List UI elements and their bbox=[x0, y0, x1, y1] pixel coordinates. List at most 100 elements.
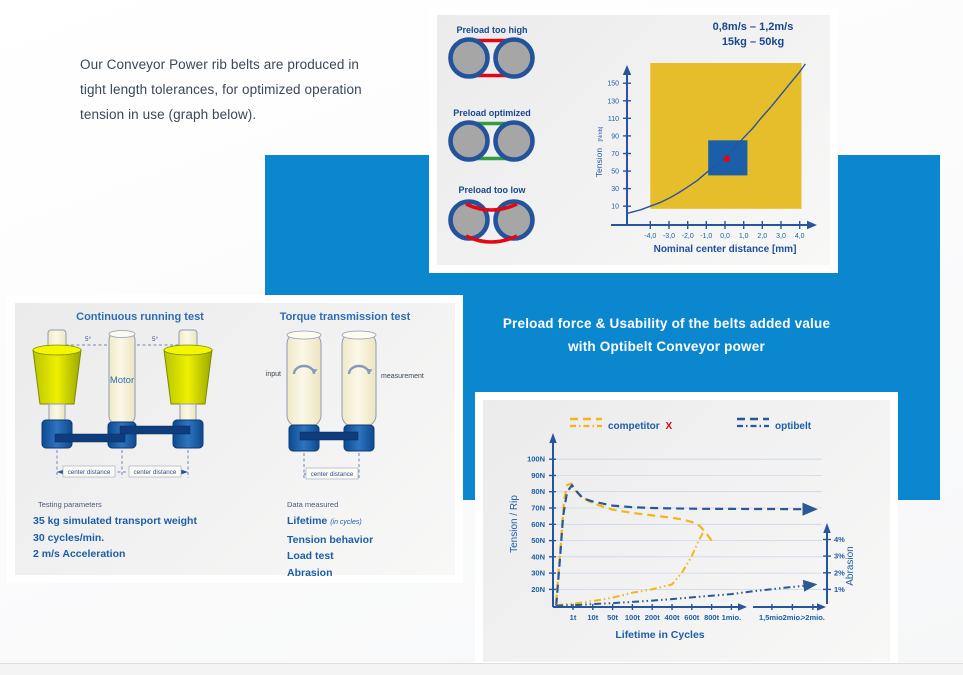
continuous-test-diagram: 5° 5° Motor bbox=[32, 329, 213, 478]
measurement-cylinder bbox=[341, 331, 377, 428]
svg-text:50t: 50t bbox=[607, 613, 618, 622]
svg-text:400t: 400t bbox=[664, 613, 680, 622]
right-tick-marks bbox=[823, 538, 831, 591]
banner-headline: Preload force & Usability of the belts a… bbox=[483, 312, 850, 358]
optibelt-abrasion-curve bbox=[556, 579, 818, 607]
competitor-abrasion-curve bbox=[556, 530, 705, 607]
angle-label-left: 5° bbox=[85, 335, 92, 343]
y-tick-marks bbox=[623, 82, 631, 207]
shaft-lower bbox=[48, 403, 66, 421]
svg-text:2,0: 2,0 bbox=[757, 233, 767, 240]
load-range-label: 15kg – 50kg bbox=[722, 36, 784, 48]
svg-text:30: 30 bbox=[611, 186, 619, 193]
belt-bottom-sagging bbox=[465, 234, 518, 244]
y-axis-title: Tension [N/rib] bbox=[589, 126, 606, 177]
test-panel: Continuous running test Torque transmiss… bbox=[15, 303, 455, 579]
svg-text:1mio.: 1mio. bbox=[722, 613, 742, 622]
test-diagrams-svg: Continuous running test Torque transmiss… bbox=[32, 311, 424, 480]
lifetime-line: Lifetime (in cycles) bbox=[287, 515, 362, 527]
svg-text:30N: 30N bbox=[531, 569, 545, 578]
svg-text:1t: 1t bbox=[570, 613, 577, 622]
svg-text:80N: 80N bbox=[531, 487, 545, 496]
y-tick-labels: 150 130 110 90 70 50 30 10 bbox=[607, 81, 619, 211]
torque-test-title: Torque transmission test bbox=[280, 311, 411, 323]
x-axis-title: Nominal center distance [mm] bbox=[654, 244, 797, 255]
arrow-icon bbox=[181, 469, 188, 475]
torque-test-diagram: input measurement center distance bbox=[266, 330, 424, 480]
weight-cone bbox=[32, 349, 82, 405]
lifetime-panel: competitor X optibelt bbox=[483, 400, 890, 662]
svg-text:10: 10 bbox=[611, 204, 619, 211]
testing-parameters-lines: 35 kg simulated transport weight 30 cycl… bbox=[33, 513, 197, 563]
abrasion-axis-arrow-icon bbox=[823, 523, 831, 533]
right-tick-labels: 4% 3% 2% 1% bbox=[834, 535, 845, 594]
weight-cone-top bbox=[163, 344, 213, 356]
x-tick-marks bbox=[572, 604, 814, 610]
svg-text:100N: 100N bbox=[527, 455, 545, 464]
svg-text:2%: 2% bbox=[834, 568, 845, 577]
input-label: input bbox=[266, 371, 281, 378]
svg-text:50: 50 bbox=[611, 169, 619, 176]
svg-text:70: 70 bbox=[611, 151, 619, 158]
svg-text:-1,0: -1,0 bbox=[700, 233, 712, 240]
preload-too-high-label: Preload too high bbox=[457, 25, 528, 35]
banner-line-1: Preload force & Usability of the belts a… bbox=[502, 316, 831, 331]
belt-bar bbox=[299, 431, 359, 441]
x-axis-title: Lifetime in Cycles bbox=[615, 629, 704, 641]
svg-text:150: 150 bbox=[607, 81, 619, 88]
x-axis-arrow-icon bbox=[738, 603, 747, 611]
optimal-point-marker bbox=[723, 155, 731, 162]
center-distance-label: center distance bbox=[134, 469, 177, 476]
param-line: 35 kg simulated transport weight bbox=[33, 515, 197, 527]
legend: competitor X optibelt bbox=[570, 417, 812, 432]
lifetime-note: (in cycles) bbox=[330, 519, 362, 526]
svg-text:-3,0: -3,0 bbox=[663, 233, 675, 240]
y-axis-arrow-icon bbox=[549, 433, 557, 443]
page-footer-strip bbox=[0, 663, 963, 675]
svg-text:100t: 100t bbox=[625, 613, 641, 622]
preload-optimized-item: Preload optimized bbox=[448, 108, 535, 162]
measured-line: Abrasion bbox=[287, 566, 333, 579]
measured-line: Load test bbox=[287, 550, 334, 562]
belt-top-sagging bbox=[465, 202, 518, 212]
tension-curve bbox=[627, 63, 806, 214]
motor-label: Motor bbox=[110, 375, 134, 386]
pulley-icon bbox=[448, 120, 490, 162]
svg-text:90: 90 bbox=[611, 133, 619, 140]
center-distance-label: center distance bbox=[311, 471, 354, 478]
shaft-lower bbox=[179, 403, 197, 421]
preload-chart-svg: 0,8m/s – 1,2m/s 15kg – 50kg Preload too … bbox=[448, 21, 817, 255]
speed-range-label: 0,8m/s – 1,2m/s bbox=[713, 21, 794, 33]
svg-text:20N: 20N bbox=[531, 585, 545, 594]
center-distance-label: center distance bbox=[68, 469, 111, 476]
belt-bar bbox=[54, 433, 126, 443]
pulley-icon bbox=[448, 37, 490, 79]
svg-text:90N: 90N bbox=[531, 471, 545, 480]
param-line: 2 m/s Acceleration bbox=[33, 548, 126, 560]
preload-panel: 0,8m/s – 1,2m/s 15kg – 50kg Preload too … bbox=[437, 15, 830, 265]
svg-text:3%: 3% bbox=[834, 552, 845, 561]
weight-cone bbox=[163, 349, 213, 405]
preload-too-high-item: Preload too high bbox=[448, 25, 535, 79]
continuous-test-title: Continuous running test bbox=[76, 311, 204, 323]
data-measured-heading: Data measured bbox=[287, 500, 339, 509]
svg-text:4,0: 4,0 bbox=[795, 233, 805, 240]
input-cylinder bbox=[286, 331, 322, 428]
pulley-icon bbox=[493, 120, 535, 162]
svg-text:40N: 40N bbox=[531, 552, 545, 561]
svg-text:800t: 800t bbox=[704, 613, 720, 622]
x-tick-marks bbox=[649, 221, 801, 229]
motor-cylinder-top bbox=[108, 330, 136, 338]
preload-optimized-label: Preload optimized bbox=[453, 108, 531, 118]
svg-text:110: 110 bbox=[608, 116, 619, 123]
svg-text:60N: 60N bbox=[531, 520, 545, 529]
svg-text:3,0: 3,0 bbox=[776, 233, 786, 240]
left-tick-marks bbox=[549, 458, 556, 591]
left-axis-title: Tension / Rip bbox=[509, 495, 520, 553]
svg-text:-4,0: -4,0 bbox=[644, 233, 656, 240]
testing-parameters-heading: Testing parameters bbox=[38, 500, 102, 509]
preload-too-low-label: Preload too low bbox=[458, 185, 526, 195]
data-measured-lines: Lifetime (in cycles) Tension behavior Lo… bbox=[287, 513, 373, 581]
svg-text:50N: 50N bbox=[531, 536, 545, 545]
